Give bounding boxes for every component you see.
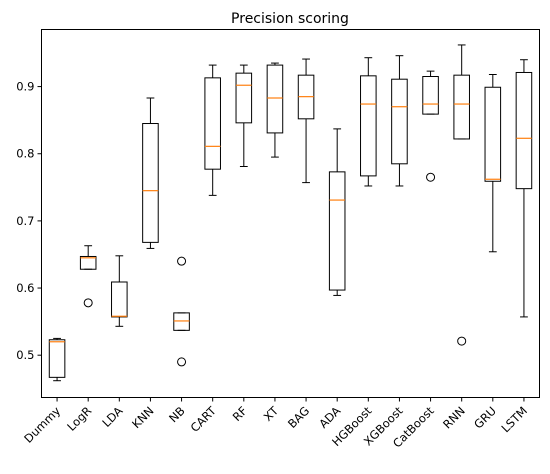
- box-xgboost: [391, 55, 408, 187]
- box-gru: [484, 73, 502, 253]
- x-tick-label: LogR: [64, 404, 94, 434]
- iqr-box: [79, 255, 97, 270]
- iqr-box: [484, 86, 502, 182]
- y-axis: 0.5 0.6 0.7 0.8 0.9: [16, 80, 42, 362]
- outlier-point: [177, 256, 187, 266]
- iqr-box: [422, 76, 439, 115]
- x-tick-label: LDA: [99, 404, 125, 430]
- outlier-point: [457, 336, 467, 346]
- iqr-box: [204, 77, 221, 170]
- y-tick-label: 0.9: [16, 80, 34, 94]
- x-tick-label: BAG: [285, 404, 312, 431]
- iqr-box: [142, 123, 159, 243]
- box-logr: [79, 245, 97, 308]
- box-cart: [204, 64, 221, 196]
- x-tick-label: ADA: [316, 404, 343, 431]
- iqr-box: [235, 72, 253, 124]
- box-rf: [235, 64, 253, 167]
- x-tick-label: XT: [261, 403, 282, 424]
- outlier-point: [177, 357, 187, 367]
- box-rnn: [453, 44, 470, 346]
- iqr-box: [328, 171, 346, 291]
- chart-title: Precision scoring: [231, 11, 349, 27]
- x-tick-label: GRU: [471, 404, 499, 432]
- box-catboost: [422, 70, 439, 182]
- y-tick-label: 0.6: [16, 281, 34, 295]
- iqr-box: [453, 74, 470, 140]
- iqr-box: [48, 339, 66, 378]
- x-tick-label: Dummy: [21, 404, 63, 446]
- outlier-point: [426, 172, 436, 182]
- x-axis: Dummy LogR LDA KNN NB CART RF XT BAG ADAHGBoostXG…: [21, 397, 530, 450]
- box-lda: [111, 255, 128, 327]
- y-tick-label: 0.5: [16, 348, 34, 362]
- box-xt: [266, 62, 284, 158]
- iqr-box: [360, 75, 377, 177]
- box-lstm: [515, 59, 533, 318]
- iqr-box: [515, 71, 533, 190]
- plot-area: [48, 44, 533, 382]
- x-tick-label: RF: [230, 404, 250, 424]
- iqr-box: [173, 312, 190, 331]
- iqr-box: [266, 64, 284, 134]
- iqr-box: [391, 78, 408, 165]
- outlier-point: [83, 298, 93, 308]
- box-dummy: [48, 337, 66, 382]
- y-tick-label: 0.7: [16, 214, 34, 228]
- x-tick-label: KNN: [129, 404, 156, 431]
- x-tick-label: LSTM: [498, 404, 530, 436]
- x-tick-label: NB: [166, 404, 188, 426]
- y-tick-label: 0.8: [16, 147, 34, 161]
- axes-frame: [41, 29, 540, 398]
- box-nb: [173, 256, 190, 367]
- box-ada: [328, 128, 346, 296]
- box-knn: [142, 97, 159, 249]
- box-bag: [297, 58, 315, 184]
- x-tick-label: RNN: [440, 404, 468, 432]
- iqr-box: [111, 281, 128, 318]
- x-tick-label: CART: [188, 403, 220, 435]
- box-hgboost: [360, 57, 377, 187]
